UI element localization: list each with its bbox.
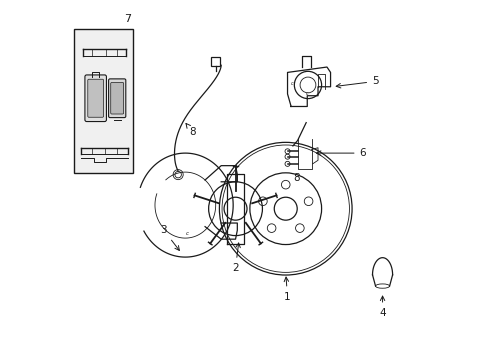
Text: 8: 8 <box>185 123 195 136</box>
Text: c: c <box>305 91 308 96</box>
FancyBboxPatch shape <box>108 79 125 118</box>
Text: 1: 1 <box>284 277 290 302</box>
Text: c: c <box>185 231 188 236</box>
Bar <box>74 30 133 173</box>
FancyBboxPatch shape <box>88 79 103 117</box>
Text: 4: 4 <box>379 296 385 318</box>
Bar <box>211 57 220 66</box>
FancyBboxPatch shape <box>110 82 123 114</box>
Text: 8: 8 <box>293 173 299 183</box>
Text: 5: 5 <box>336 76 378 88</box>
Text: 2: 2 <box>232 243 240 273</box>
FancyBboxPatch shape <box>85 75 106 122</box>
Text: c: c <box>290 81 293 86</box>
Text: 6: 6 <box>316 148 366 158</box>
Text: 3: 3 <box>160 225 179 251</box>
Text: 7: 7 <box>124 14 131 24</box>
